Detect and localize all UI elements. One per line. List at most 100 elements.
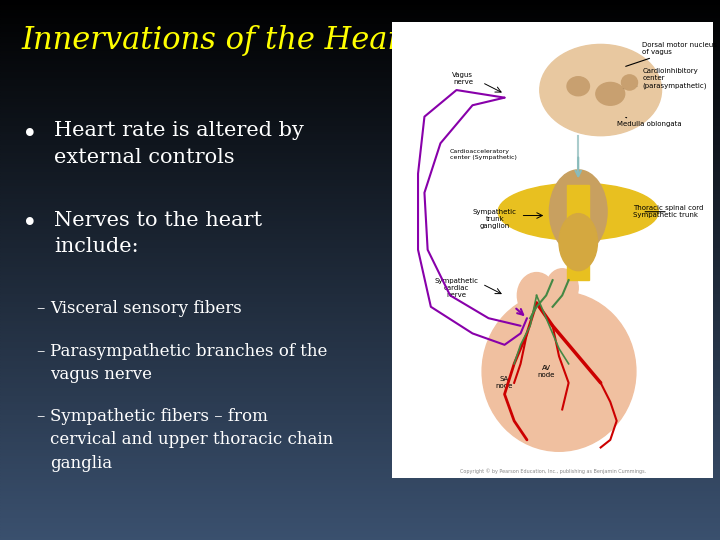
Bar: [0, 219, 720, 221]
Bar: [0, 81, 720, 84]
Bar: [0, 389, 720, 392]
Bar: [0, 470, 720, 472]
Bar: [0, 432, 720, 435]
Bar: [0, 197, 720, 200]
Bar: [0, 332, 720, 335]
Bar: [0, 421, 720, 424]
Bar: [0, 526, 720, 529]
Bar: [0, 232, 720, 235]
Text: –: –: [36, 343, 45, 360]
Bar: [0, 408, 720, 410]
Bar: [0, 11, 720, 14]
Bar: [0, 16, 720, 19]
Bar: [0, 100, 720, 103]
Bar: [0, 70, 720, 73]
Text: Vagus
nerve: Vagus nerve: [452, 72, 473, 85]
Bar: [0, 302, 720, 305]
Bar: [0, 202, 720, 205]
Bar: [0, 364, 720, 367]
Bar: [0, 443, 720, 445]
Bar: [0, 124, 720, 127]
Bar: [0, 213, 720, 216]
Bar: [0, 267, 720, 270]
Bar: [0, 340, 720, 343]
Bar: [0, 524, 720, 526]
Bar: [0, 14, 720, 16]
Bar: [0, 230, 720, 232]
Bar: [0, 375, 720, 378]
Text: AV
node: AV node: [538, 365, 555, 378]
Bar: [0, 211, 720, 213]
Text: Copyright © by Pearson Education, Inc., publishing as Benjamin Cummings.: Copyright © by Pearson Education, Inc., …: [459, 469, 646, 474]
Bar: [0, 116, 720, 119]
Bar: [0, 122, 720, 124]
Bar: [0, 335, 720, 338]
Bar: [0, 173, 720, 176]
Bar: [0, 94, 720, 97]
Bar: [0, 62, 720, 65]
Bar: [0, 394, 720, 397]
Bar: [0, 424, 720, 427]
Bar: [0, 505, 720, 508]
Bar: [0, 208, 720, 211]
Text: Visceral sensory fibers: Visceral sensory fibers: [50, 300, 242, 316]
Bar: [0, 248, 720, 251]
Bar: [0, 300, 720, 302]
Text: –: –: [36, 408, 45, 424]
Bar: [0, 467, 720, 470]
Bar: [0, 3, 720, 5]
Bar: [0, 410, 720, 413]
Bar: [0, 224, 720, 227]
Bar: [0, 154, 720, 157]
Bar: [0, 162, 720, 165]
Bar: [0, 51, 720, 54]
Bar: [0, 130, 720, 132]
Ellipse shape: [540, 44, 662, 136]
Bar: [0, 238, 720, 240]
Bar: [0, 143, 720, 146]
Bar: [0, 108, 720, 111]
Bar: [0, 383, 720, 386]
Bar: [0, 105, 720, 108]
Bar: [0, 286, 720, 289]
Bar: [0, 373, 720, 375]
Bar: [0, 86, 720, 89]
Bar: [0, 251, 720, 254]
Bar: [0, 305, 720, 308]
Bar: [0, 497, 720, 500]
Bar: [0, 68, 720, 70]
Bar: [0, 119, 720, 122]
Bar: [0, 459, 720, 462]
Bar: [0, 140, 720, 143]
Bar: [0, 405, 720, 408]
Bar: [0, 500, 720, 502]
Bar: [0, 35, 720, 38]
Text: Nerves to the heart
include:: Nerves to the heart include:: [54, 211, 262, 256]
Bar: [0, 284, 720, 286]
Bar: [0, 84, 720, 86]
Bar: [0, 127, 720, 130]
Bar: [0, 240, 720, 243]
Bar: [0, 148, 720, 151]
Text: Innervations of the Heart (cardiac plexus): Innervations of the Heart (cardiac plexu…: [22, 24, 672, 56]
Bar: [567, 185, 590, 280]
Bar: [0, 516, 720, 518]
Bar: [0, 416, 720, 418]
Text: Sympathetic
cardiac
nerve: Sympathetic cardiac nerve: [434, 278, 479, 298]
Bar: [0, 27, 720, 30]
Bar: [0, 151, 720, 154]
Bar: [0, 235, 720, 238]
Bar: [0, 65, 720, 68]
Bar: [0, 316, 720, 319]
Bar: [0, 243, 720, 246]
Bar: [0, 292, 720, 294]
Bar: [0, 319, 720, 321]
Text: •: •: [22, 211, 37, 235]
Bar: [0, 437, 720, 440]
Bar: [0, 491, 720, 494]
Ellipse shape: [518, 273, 556, 318]
Bar: [0, 472, 720, 475]
Bar: [0, 462, 720, 464]
Bar: [0, 278, 720, 281]
Text: Thoracic spinal cord
Sympathetic trunk: Thoracic spinal cord Sympathetic trunk: [633, 205, 703, 218]
